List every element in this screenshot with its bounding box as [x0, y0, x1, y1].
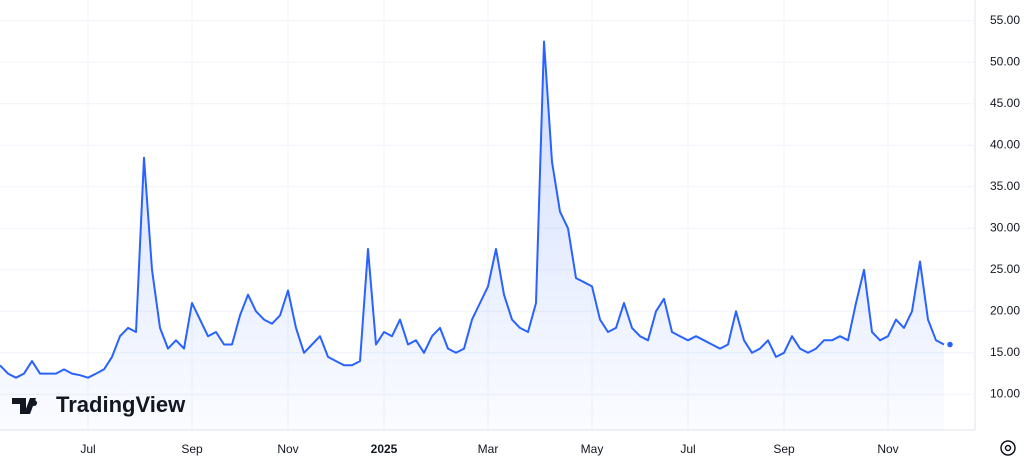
x-tick-label: Sep	[181, 442, 203, 456]
y-tick-label: 35.00	[990, 179, 1020, 193]
x-tick-label: Jul	[680, 442, 695, 456]
settings-icon[interactable]	[1000, 440, 1016, 456]
y-tick-label: 50.00	[990, 54, 1020, 68]
y-tick-label: 40.00	[990, 137, 1020, 151]
area	[0, 41, 944, 430]
logo: TradingView	[12, 392, 186, 417]
x-tick-label: Sep	[773, 442, 795, 456]
gear-outer[interactable]	[1000, 440, 1016, 456]
gear-inner[interactable]	[1004, 444, 1012, 452]
last-point	[945, 340, 955, 349]
y-tick-label: 20.00	[990, 303, 1020, 317]
x-tick-label: 2025	[371, 442, 398, 456]
y-tick-label: 55.00	[990, 13, 1020, 27]
plot	[0, 40, 955, 430]
y-tick-label: 10.00	[990, 386, 1020, 400]
y-tick-label: 30.00	[990, 220, 1020, 234]
x-tick-label: May	[581, 442, 604, 456]
line	[0, 40, 945, 379]
logo-icon	[12, 398, 38, 414]
y-tick-label: 15.00	[990, 345, 1020, 359]
watermark: TradingView	[56, 392, 186, 417]
x-tick-label: Nov	[277, 442, 298, 456]
y-tick-label: 45.00	[990, 96, 1020, 110]
x-tick-label: Nov	[877, 442, 898, 456]
x-tick-label: Mar	[478, 442, 499, 456]
y-tick-label: 25.00	[990, 262, 1020, 276]
x-tick-label: Jul	[80, 442, 95, 456]
